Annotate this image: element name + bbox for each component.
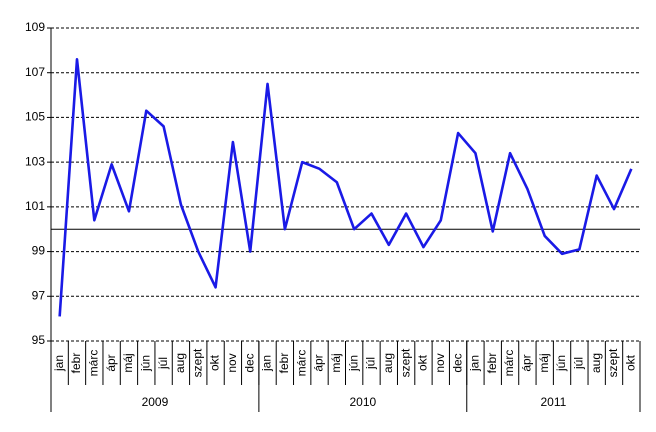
group-label: 2009 [142, 395, 169, 409]
x-tick-label: dec [450, 353, 464, 372]
x-tick-label: júl [156, 357, 170, 370]
x-tick-label: jan [52, 355, 66, 372]
group-label: 2011 [540, 395, 566, 409]
x-tick-label: máj [329, 353, 343, 372]
x-tick-label: nov [433, 353, 447, 372]
y-tick-label: 101 [25, 199, 45, 213]
x-tick-label: okt [624, 354, 638, 371]
x-tick-label: jan [260, 355, 274, 372]
x-tick-label: jan [468, 355, 482, 372]
y-tick-label: 107 [25, 65, 45, 79]
x-tick-label: ápr [520, 354, 534, 371]
x-tick-label: aug [589, 353, 603, 373]
x-tick-label: szept [190, 348, 204, 377]
y-tick-label: 105 [25, 110, 45, 124]
x-tick-label: aug [173, 353, 187, 373]
x-tick-label: máj [121, 353, 135, 372]
x-tick-label: ápr [312, 354, 326, 371]
y-tick-label: 109 [25, 20, 45, 34]
x-tick-label: jún [138, 355, 152, 372]
y-tick-label: 103 [25, 154, 45, 168]
y-tick-label: 95 [32, 333, 46, 347]
y-tick-label: 99 [32, 244, 46, 258]
group-label: 2010 [349, 395, 376, 409]
y-tick-label: 97 [32, 288, 46, 302]
x-tick-label: okt [416, 354, 430, 371]
x-tick-label: júl [364, 357, 378, 370]
x-tick-label: szept [398, 348, 412, 377]
x-tick-label: máj [537, 353, 551, 372]
x-tick-label: ápr [104, 354, 118, 371]
x-tick-label: márc [294, 350, 308, 377]
x-tick-label: jún [554, 355, 568, 372]
x-tick-label: júl [572, 357, 586, 370]
x-tick-label: jún [346, 355, 360, 372]
x-tick-label: febr [485, 353, 499, 374]
x-tick-label: szept [606, 348, 620, 377]
x-tick-label: aug [381, 353, 395, 373]
x-tick-label: okt [208, 354, 222, 371]
x-tick-label: febr [69, 353, 83, 374]
x-tick-label: márc [502, 350, 516, 377]
x-tick-label: febr [277, 353, 291, 374]
series-line [58, 58, 633, 317]
x-tick-label: nov [225, 353, 239, 372]
x-tick-label: dec [242, 353, 256, 372]
x-tick-label: márc [86, 350, 100, 377]
